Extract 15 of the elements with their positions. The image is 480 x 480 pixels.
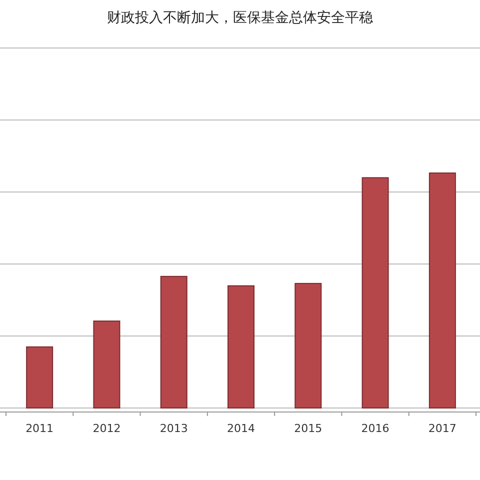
- x-tick-label: 2016: [361, 422, 390, 435]
- bar: [160, 276, 188, 408]
- x-tick-label: 2015: [294, 422, 322, 435]
- bar: [428, 172, 456, 408]
- x-tick-label: 2011: [26, 422, 54, 435]
- x-tick-label: 2012: [92, 422, 121, 435]
- bar: [26, 346, 54, 408]
- chart-title: 财政投入不断加大，医保基金总体安全平稳: [107, 10, 373, 26]
- x-tick-label: 2014: [227, 422, 255, 435]
- bar: [93, 320, 120, 408]
- bar: [294, 282, 322, 408]
- x-tick-label: 2013: [160, 422, 188, 435]
- bar: [362, 177, 389, 408]
- x-tick-label: 2017: [428, 422, 456, 435]
- bar: [228, 285, 254, 408]
